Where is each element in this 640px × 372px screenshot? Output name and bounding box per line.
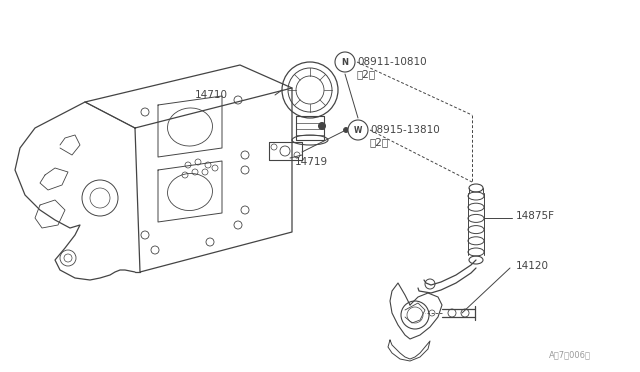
Text: 08911-10810: 08911-10810 — [357, 57, 427, 67]
Text: A・7：006プ: A・7：006プ — [549, 350, 591, 359]
Circle shape — [348, 120, 368, 140]
Text: W: W — [354, 125, 362, 135]
Text: 08915-13810: 08915-13810 — [370, 125, 440, 135]
Text: （2）: （2） — [370, 137, 389, 147]
Text: 14710: 14710 — [195, 90, 228, 100]
Circle shape — [319, 122, 326, 129]
Text: 14120: 14120 — [516, 261, 549, 271]
Text: 14875F: 14875F — [516, 211, 555, 221]
Text: （2）: （2） — [357, 69, 376, 79]
Text: 14719: 14719 — [295, 157, 328, 167]
Circle shape — [335, 52, 355, 72]
Circle shape — [344, 128, 349, 132]
Text: N: N — [342, 58, 349, 67]
